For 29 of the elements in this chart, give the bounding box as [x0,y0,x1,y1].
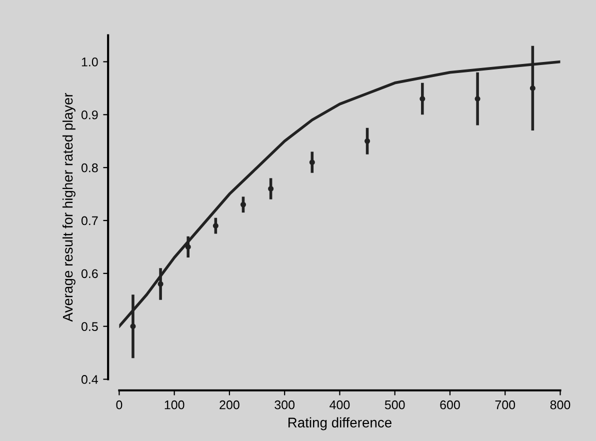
y-tick-label: 1.0 [82,58,98,66]
y-tick-label: 0.8 [81,163,98,172]
y-tick-label: 0.5 [81,322,98,331]
y-tick-label: 0.9 [81,110,98,120]
x-tick-label: 800 [550,400,570,410]
x-axis-title: Rating difference [288,417,392,430]
point [158,281,164,287]
y-tick-label: 0.7 [81,216,98,226]
x-tick-label: 200 [220,400,240,410]
x-tick-label: 0 [116,400,122,410]
y-axis-title: Average result for higher rated player [62,92,76,322]
point [474,96,480,102]
x-tick-label: 300 [274,400,295,410]
point [212,223,218,229]
point [185,244,191,250]
point [309,160,315,166]
x-tick-label: 400 [330,400,350,410]
x-tick-label: 700 [495,400,516,410]
point [364,138,370,144]
point [268,186,274,192]
y-tick-label: 0.4 [81,375,98,384]
point [130,324,136,330]
y-tick-label: 0.6 [81,269,98,278]
point [530,85,536,91]
x-tick-label: 100 [164,400,184,410]
x-tick-label: 600 [440,400,460,410]
point [420,96,426,102]
x-tick-label: 500 [384,400,405,410]
point [240,202,246,208]
